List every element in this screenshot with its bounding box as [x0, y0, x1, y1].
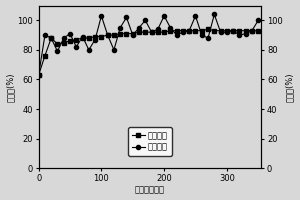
转化曲线 [143, 31, 147, 33]
转化曲线 [137, 31, 141, 33]
转化曲线 [43, 55, 47, 57]
矿化曲线 [74, 46, 78, 48]
转化曲线 [244, 29, 247, 32]
矿化曲线 [137, 27, 141, 29]
转化曲线 [100, 35, 103, 38]
转化曲线 [62, 41, 65, 44]
转化曲线 [175, 29, 178, 32]
矿化曲线 [125, 16, 128, 19]
Line: 转化曲线: 转化曲线 [37, 27, 260, 77]
矿化曲线 [200, 34, 204, 36]
矿化曲线 [238, 34, 241, 36]
矿化曲线 [212, 13, 216, 16]
矿化曲线 [43, 34, 47, 36]
转化曲线 [106, 34, 110, 36]
转化曲线 [219, 29, 222, 32]
转化曲线 [206, 28, 210, 30]
矿化曲线 [62, 37, 65, 39]
矿化曲线 [68, 32, 72, 35]
转化曲线 [118, 32, 122, 35]
转化曲线 [194, 29, 197, 32]
转化曲线 [131, 32, 134, 35]
Y-axis label: 转化率(%): 转化率(%) [6, 72, 15, 102]
转化曲线 [162, 31, 166, 33]
矿化曲线 [256, 19, 260, 22]
矿化曲线 [231, 29, 235, 32]
矿化曲线 [244, 32, 247, 35]
转化曲线 [231, 29, 235, 32]
矿化曲线 [143, 19, 147, 22]
矿化曲线 [106, 34, 110, 36]
转化曲线 [56, 43, 59, 45]
矿化曲线 [194, 15, 197, 17]
X-axis label: 时间（分钟）: 时间（分钟） [135, 185, 165, 194]
Line: 矿化曲线: 矿化曲线 [37, 12, 260, 77]
转化曲线 [238, 29, 241, 32]
转化曲线 [256, 29, 260, 32]
转化曲线 [150, 31, 153, 33]
矿化曲线 [56, 50, 59, 53]
转化曲线 [50, 37, 53, 39]
矿化曲线 [219, 31, 222, 33]
矿化曲线 [81, 35, 84, 38]
Legend: 转化曲线, 矿化曲线: 转化曲线, 矿化曲线 [128, 127, 172, 156]
矿化曲线 [181, 31, 185, 33]
转化曲线 [81, 37, 84, 39]
转化曲线 [74, 38, 78, 41]
转化曲线 [68, 40, 72, 42]
Y-axis label: 矿化率(%): 矿化率(%) [285, 72, 294, 102]
矿化曲线 [118, 27, 122, 29]
转化曲线 [181, 29, 185, 32]
矿化曲线 [150, 31, 153, 33]
转化曲线 [93, 35, 97, 38]
矿化曲线 [175, 34, 178, 36]
转化曲线 [212, 29, 216, 32]
矿化曲线 [188, 29, 191, 32]
转化曲线 [169, 29, 172, 32]
矿化曲线 [250, 29, 254, 32]
矿化曲线 [93, 38, 97, 41]
转化曲线 [112, 34, 116, 36]
矿化曲线 [112, 49, 116, 51]
矿化曲线 [37, 74, 40, 76]
转化曲线 [200, 29, 204, 32]
转化曲线 [188, 29, 191, 32]
矿化曲线 [156, 28, 160, 30]
转化曲线 [37, 74, 40, 76]
转化曲线 [87, 37, 91, 39]
矿化曲线 [87, 49, 91, 51]
转化曲线 [156, 31, 160, 33]
转化曲线 [250, 29, 254, 32]
矿化曲线 [225, 31, 229, 33]
矿化曲线 [100, 15, 103, 17]
矿化曲线 [131, 34, 134, 36]
转化曲线 [225, 29, 229, 32]
转化曲线 [125, 32, 128, 35]
矿化曲线 [206, 37, 210, 39]
矿化曲线 [50, 37, 53, 39]
矿化曲线 [169, 27, 172, 29]
矿化曲线 [162, 15, 166, 17]
